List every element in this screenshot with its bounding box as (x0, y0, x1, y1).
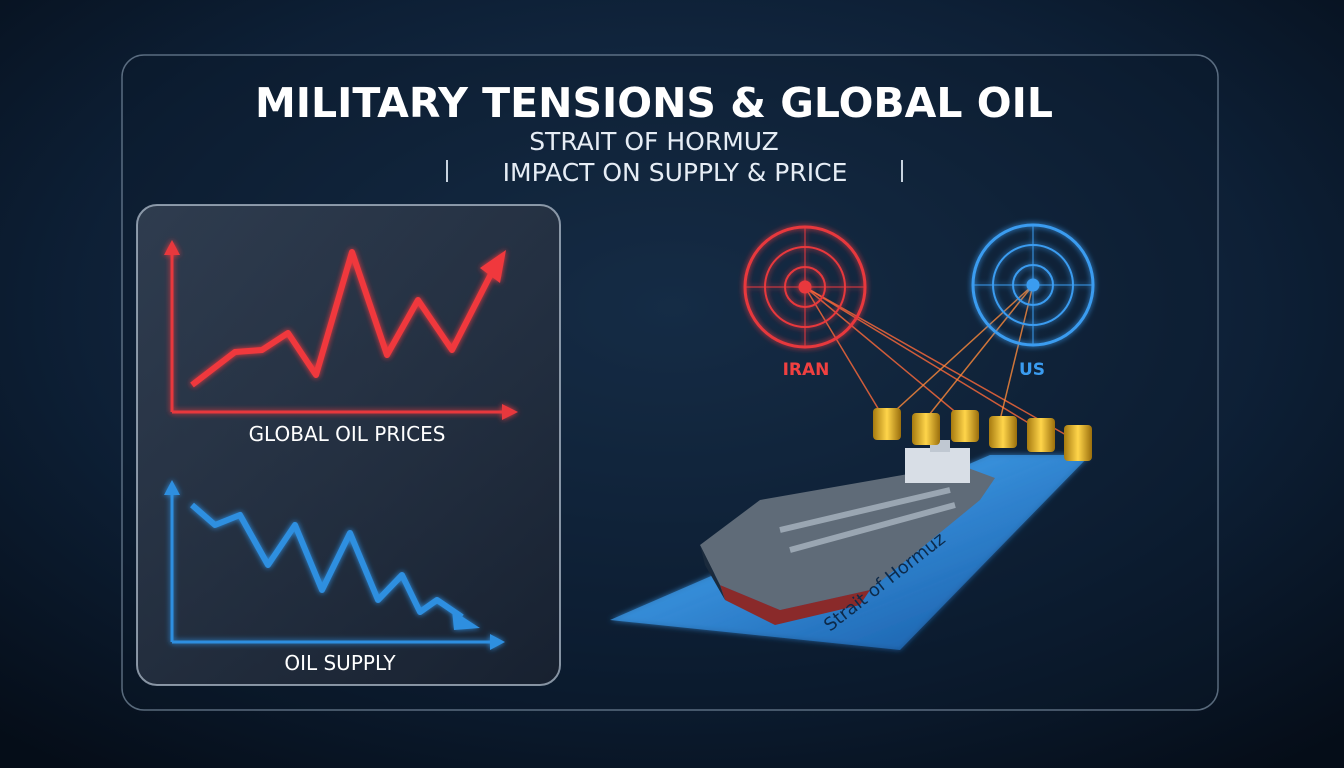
iran-radar (743, 225, 867, 349)
radar-lines (804, 284, 1076, 441)
panel-label: GLOBAL OIL PRICES (249, 422, 446, 446)
tagline: IMPACT ON SUPPLY & PRICE (503, 158, 848, 187)
radar-label: US (1019, 360, 1045, 380)
supply-graphic (164, 480, 505, 650)
oil-barrels (873, 408, 1092, 461)
us-radar (971, 223, 1095, 347)
price-graphic (164, 240, 518, 420)
tanker (700, 440, 995, 625)
title: MILITARY TENSIONS & GLOBAL OIL (255, 79, 1053, 127)
radar-label: IRAN (783, 360, 830, 380)
subtitle: STRAIT OF HORMUZ (529, 127, 779, 156)
chart-panel (136, 204, 561, 686)
panel-label: OIL SUPPLY (284, 651, 396, 675)
